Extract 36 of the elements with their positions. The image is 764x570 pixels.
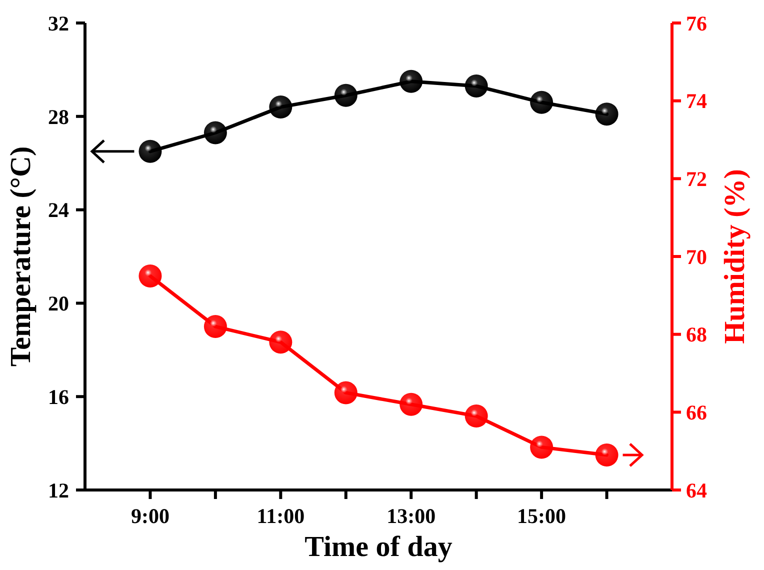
point: [464, 404, 488, 428]
y2-tick-label: 76: [686, 11, 707, 36]
point: [204, 121, 227, 144]
point: [138, 140, 162, 163]
y-tick-label: 32: [48, 11, 69, 36]
point: [595, 443, 618, 466]
point: [595, 102, 618, 126]
point: [138, 264, 162, 288]
x-tick-label: 13:00: [386, 504, 436, 528]
x-axis-title: Time of day: [304, 531, 453, 563]
y-tick-label: 28: [48, 104, 69, 129]
point: [269, 330, 292, 354]
y-axis-title: Temperature (°C): [5, 146, 37, 367]
y2-tick-label: 66: [686, 400, 707, 425]
point: [400, 392, 423, 416]
point: [204, 315, 227, 338]
x-tick-label: 11:00: [256, 504, 305, 528]
point: [334, 84, 358, 107]
y2-axis-title: Humidity (%): [719, 169, 751, 344]
y-tick-label: 24: [48, 198, 70, 222]
y2-tick-label: 64: [686, 478, 708, 502]
y2-tick-label: 74: [686, 89, 708, 114]
y-tick-label: 12: [48, 478, 69, 502]
y2-tick-label: 72: [686, 167, 707, 192]
point: [269, 96, 292, 119]
point: [334, 381, 358, 404]
x-tick-label: 9:00: [130, 504, 170, 528]
y2-tick-label: 68: [686, 322, 707, 347]
x-tick-label: 15:00: [517, 504, 566, 528]
point: [400, 70, 423, 93]
y-tick-label: 20: [48, 292, 69, 316]
point: [530, 436, 554, 459]
y-tick-label: 16: [48, 384, 69, 409]
y2-tick-label: 70: [686, 244, 707, 269]
point: [464, 74, 488, 98]
point: [530, 90, 554, 114]
